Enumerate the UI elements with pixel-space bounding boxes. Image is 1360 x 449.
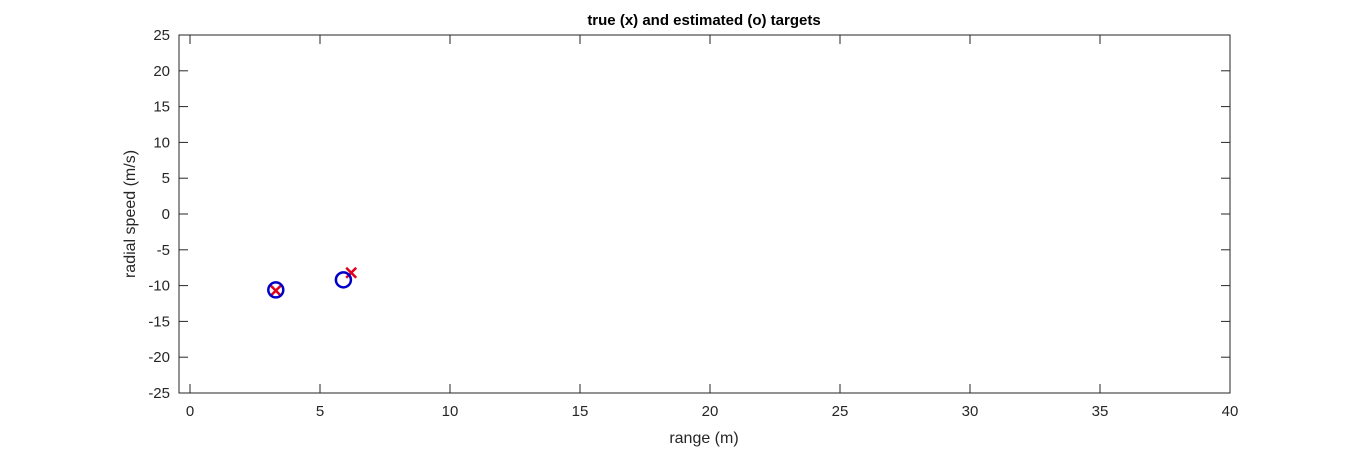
- x-axis: 0 5 10 15 20 25 30 35 40: [186, 35, 1239, 420]
- x-tick-label: 30: [962, 403, 979, 420]
- y-tick-label: 10: [153, 134, 170, 151]
- y-tick-label: 0: [162, 206, 170, 223]
- y-tick-label: -25: [148, 385, 170, 402]
- y-tick-label: 20: [153, 63, 170, 80]
- estimated-target-marker: [334, 271, 353, 289]
- plot-area: [178, 34, 1231, 394]
- x-tick-label: 35: [1092, 403, 1109, 420]
- estimated-target-marker: [267, 281, 285, 299]
- x-tick-label: 15: [572, 403, 589, 420]
- x-tick-label: 40: [1222, 403, 1239, 420]
- data-markers: [267, 266, 358, 299]
- x-tick-label: 20: [702, 403, 719, 420]
- chart-title: true (x) and estimated (o) targets: [587, 12, 820, 29]
- x-tick-label: 10: [442, 403, 459, 420]
- y-tick-label: -5: [157, 242, 170, 259]
- y-tick-label: -20: [148, 349, 170, 366]
- y-tick-label: -15: [148, 313, 170, 330]
- y-tick-label: 15: [153, 99, 170, 116]
- x-axis-label: range (m): [669, 430, 738, 447]
- x-tick-label: 5: [316, 403, 324, 420]
- y-tick-label: 25: [153, 27, 170, 44]
- y-tick-label: -10: [148, 278, 170, 295]
- x-tick-label: 0: [186, 403, 194, 420]
- y-tick-label: 5: [162, 170, 170, 187]
- true-target-marker: [269, 284, 282, 297]
- true-target-marker: [345, 266, 358, 279]
- x-tick-label: 25: [832, 403, 849, 420]
- y-axis: 25 20 15 10 5 0 -5 -10 -15 -20 -25: [148, 27, 1230, 402]
- y-axis-label: radial speed (m/s): [122, 150, 139, 278]
